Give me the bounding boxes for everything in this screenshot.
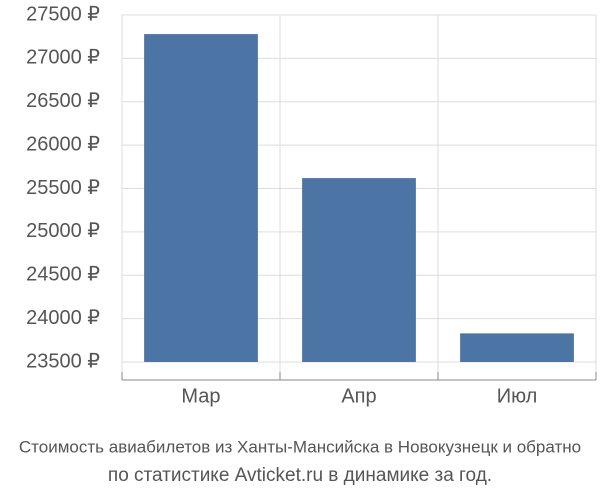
y-tick-label: 23500 ₽: [26, 350, 100, 372]
y-tick-label: 25000 ₽: [26, 220, 100, 242]
chart-subtitle: по статистике Avticket.ru в динамике за …: [108, 465, 492, 486]
x-tick-label: Апр: [341, 385, 376, 407]
bar: [302, 178, 416, 362]
bar: [144, 34, 258, 363]
y-tick-label: 27000 ₽: [26, 47, 100, 69]
y-tick-label: 26500 ₽: [26, 90, 100, 112]
y-tick-label: 24500 ₽: [26, 264, 100, 286]
y-tick-label: 27500 ₽: [26, 3, 100, 25]
x-tick-label: Мар: [181, 385, 220, 407]
chart-title: Стоимость авиабилетов из Ханты-Мансийска…: [19, 437, 581, 456]
y-tick-label: 25500 ₽: [26, 177, 100, 199]
y-tick-label: 24000 ₽: [26, 307, 100, 329]
x-tick-label: Июл: [497, 385, 538, 407]
bar: [460, 333, 574, 362]
y-tick-label: 26000 ₽: [26, 133, 100, 155]
